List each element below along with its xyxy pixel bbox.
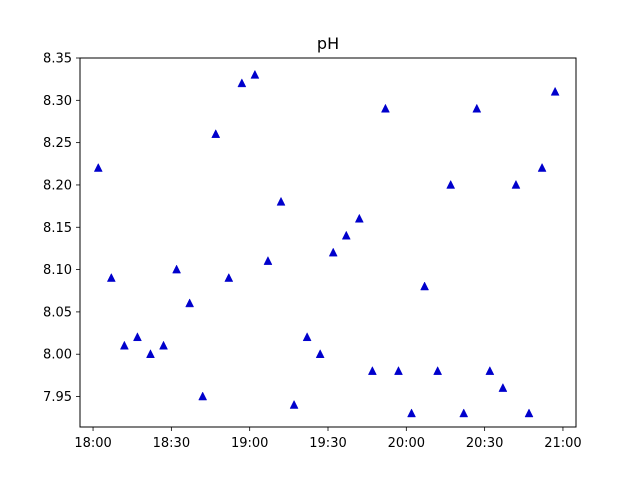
data-point [93, 162, 103, 172]
data-point [289, 399, 299, 409]
y-tick-label: 8.30 [43, 94, 72, 109]
y-tick-label: 8.35 [43, 52, 72, 67]
data-point [211, 129, 221, 138]
data-point [133, 332, 142, 342]
data-point [302, 332, 312, 342]
data-point [550, 86, 560, 96]
data-point [459, 408, 469, 418]
data-point [328, 247, 338, 257]
data-point [146, 349, 155, 358]
data-point [263, 256, 273, 265]
data-points [93, 69, 560, 418]
y-tick-label: 8.00 [43, 348, 72, 363]
x-tick-label: 20:30 [466, 436, 503, 451]
data-point [315, 349, 325, 358]
x-tick-label: 20:00 [388, 436, 425, 451]
data-point [354, 213, 364, 223]
y-tick-label: 8.15 [43, 221, 72, 236]
data-point [185, 298, 195, 308]
data-point [276, 196, 286, 206]
data-point [198, 391, 208, 401]
data-point [394, 366, 403, 375]
data-point [106, 272, 116, 282]
x-tick-label: 21:00 [544, 436, 581, 451]
data-point [420, 281, 429, 291]
x-tick-label: 18:30 [153, 436, 190, 451]
x-tick-label: 18:00 [74, 436, 111, 451]
data-point [250, 69, 260, 79]
data-point [172, 264, 181, 274]
data-point [381, 103, 390, 113]
data-point [433, 366, 443, 375]
data-point [341, 230, 351, 240]
data-point [498, 383, 508, 392]
data-point [224, 272, 234, 282]
data-point [119, 340, 129, 350]
data-point [511, 179, 521, 189]
data-point [237, 78, 247, 88]
y-tick-label: 8.20 [43, 178, 72, 193]
y-tick-label: 7.95 [43, 390, 72, 405]
y-axis: 7.95 8.00 8.05 8.10 8.15 8.20 8.25 8.30 8.35 [43, 52, 80, 405]
data-point [446, 179, 456, 189]
y-tick-label: 8.05 [43, 305, 72, 320]
data-point [485, 366, 495, 375]
data-point [407, 408, 416, 418]
data-point [159, 340, 168, 350]
data-point [472, 103, 482, 113]
data-point [524, 408, 534, 418]
x-tick-label: 19:00 [231, 436, 268, 451]
x-axis: 18:00 18:30 19:00 19:30 20:00 20:30 21:00 [74, 427, 582, 451]
y-tick-label: 8.25 [43, 136, 72, 151]
data-point [367, 366, 377, 375]
y-tick-label: 8.10 [43, 263, 72, 278]
plot-frame [79, 57, 577, 428]
chart-title: pH [317, 34, 339, 53]
x-tick-label: 19:30 [309, 436, 346, 451]
data-point [537, 162, 547, 172]
